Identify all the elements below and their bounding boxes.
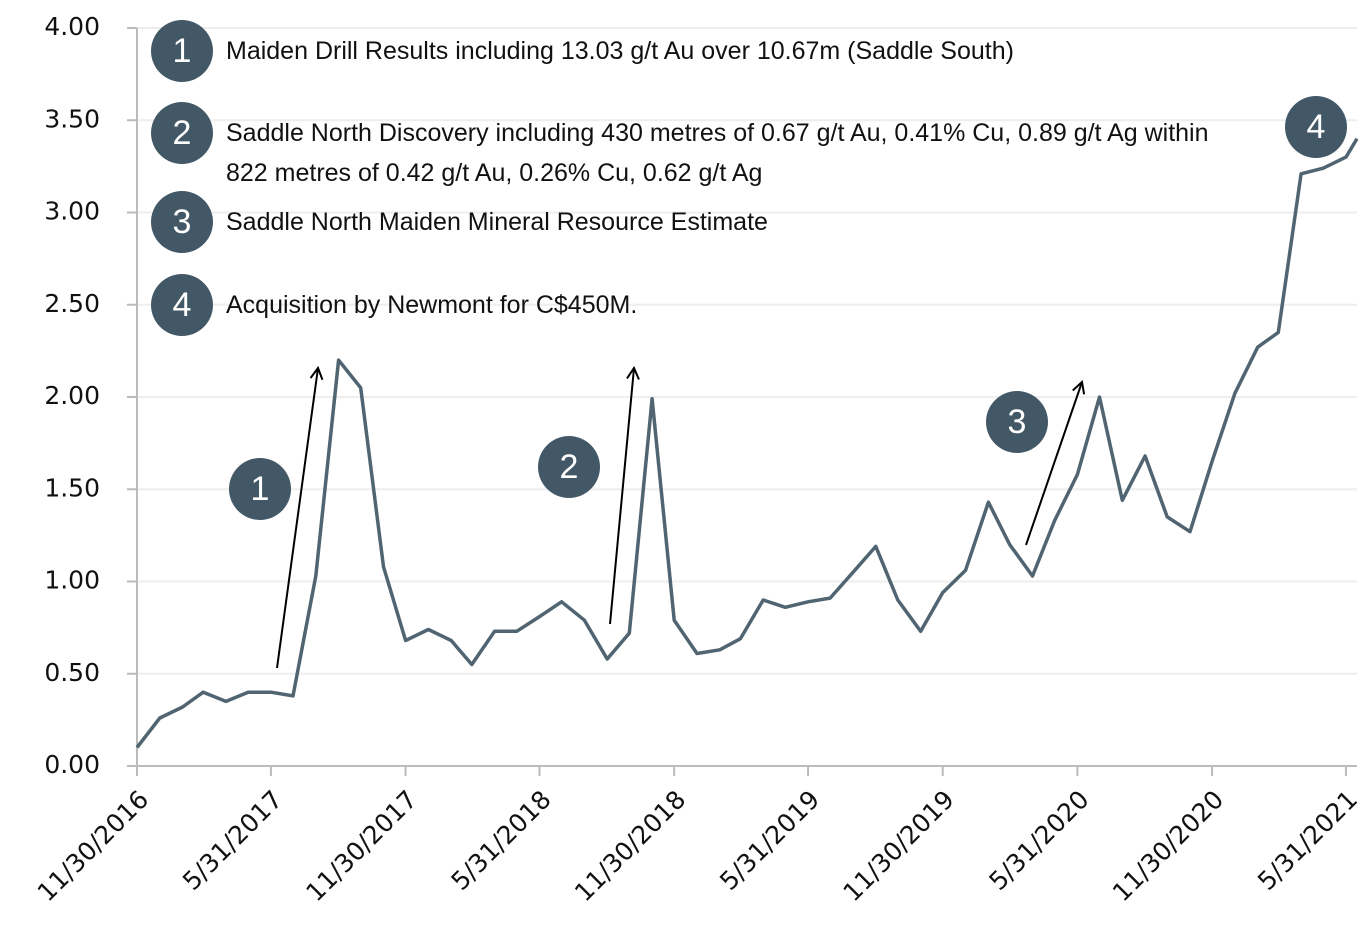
note-number: 4	[173, 286, 192, 324]
x-tick-label: 11/30/2017	[300, 785, 422, 907]
event-badge	[538, 436, 600, 498]
arrow	[1025, 382, 1082, 546]
note-text: Acquisition by Newmont for C$450M.	[226, 291, 638, 319]
note-badge	[151, 102, 213, 164]
price-line	[135, 137, 1359, 749]
note-number: 1	[173, 32, 192, 70]
note-text: Saddle North Discovery including 430 met…	[226, 119, 1209, 187]
note-badge	[151, 191, 213, 253]
x-tick-label: 11/30/2020	[1107, 785, 1229, 907]
y-tick-label: 2.50	[44, 289, 100, 318]
note-badge	[151, 274, 213, 336]
y-tick-label: 2.00	[44, 381, 100, 410]
x-tick-label: 11/30/2016	[32, 785, 154, 907]
y-tick-label: 1.00	[44, 566, 100, 595]
y-tick-label: 3.50	[44, 104, 100, 133]
y-tick-label: 4.00	[44, 12, 100, 41]
event-number: 1	[251, 470, 270, 508]
event-number: 2	[560, 448, 579, 486]
arrow	[609, 368, 634, 625]
x-tick-label: 5/31/2017	[177, 785, 288, 896]
event-badge	[986, 391, 1048, 453]
y-tick-label: 0.00	[44, 750, 100, 779]
event-number: 3	[1008, 403, 1027, 441]
x-tick-label: 5/31/2020	[983, 785, 1094, 896]
note-text: Maiden Drill Results including 13.03 g/t…	[226, 37, 1014, 65]
x-tick-label: 11/30/2018	[569, 785, 691, 907]
note-badge	[151, 20, 213, 82]
event-badge	[229, 458, 291, 520]
y-tick-label: 0.50	[44, 658, 100, 687]
y-tick-label: 3.00	[44, 197, 100, 226]
event-badge	[1285, 96, 1347, 158]
event-number: 4	[1307, 108, 1326, 146]
x-tick-label: 5/31/2019	[714, 785, 825, 896]
x-tick-label: 5/31/2021	[1252, 785, 1363, 896]
y-tick-label: 1.50	[44, 473, 100, 502]
x-tick-label: 5/31/2018	[446, 785, 557, 896]
note-number: 2	[173, 114, 192, 152]
note-text: Saddle North Maiden Mineral Resource Est…	[226, 208, 768, 236]
x-tick-label: 11/30/2019	[838, 785, 960, 907]
arrow	[276, 368, 318, 669]
note-number: 3	[173, 203, 192, 241]
